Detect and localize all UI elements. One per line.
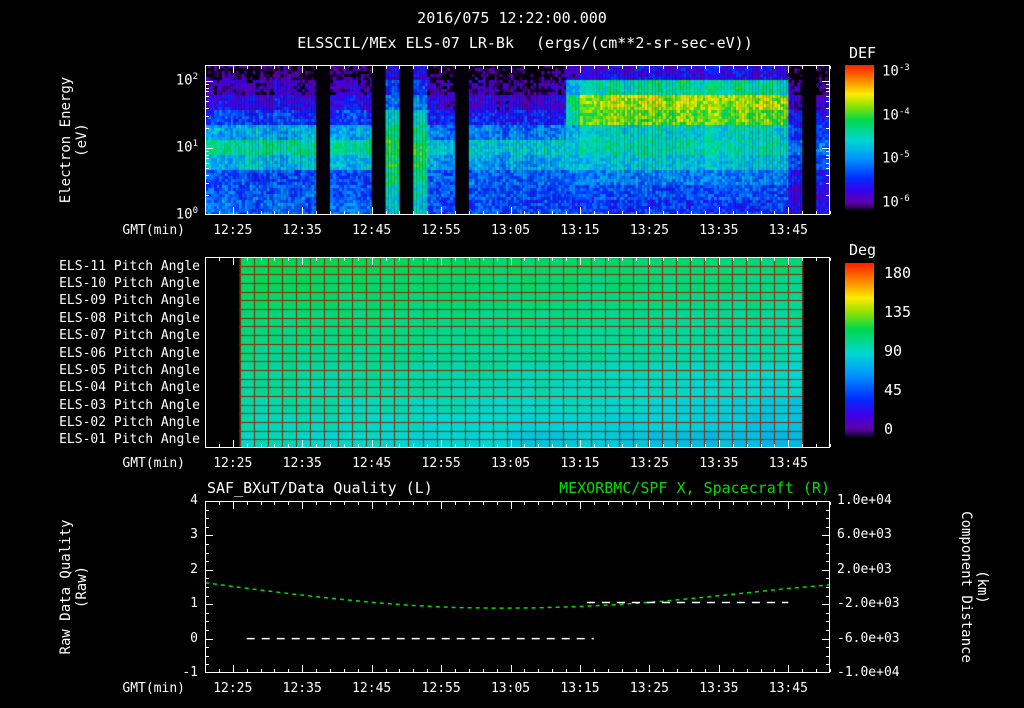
deg-colorbar-tick-label: 180	[884, 263, 912, 282]
quality-tick-label: 0	[190, 630, 198, 646]
time-tick-label: 12:25	[213, 223, 253, 238]
time-tick-label: 12:55	[421, 223, 461, 238]
quality-tick-label: 1	[190, 596, 198, 612]
flux-units-label: (ergs/(cm**2-sr-sec-eV))	[536, 34, 753, 52]
pitch-row-label: ELS-06 Pitch Angle	[59, 345, 200, 361]
distance-tick-label: 6.0e+03	[837, 527, 892, 543]
gmt-axis-label-pitch: GMT(min)	[122, 456, 185, 471]
quality-tick-label: 2	[190, 561, 198, 577]
deg-colorbar-tick-label: 135	[884, 302, 912, 321]
axis-label-line: Component Distance	[958, 511, 974, 663]
quality-tick-label: 3	[190, 527, 198, 543]
pitch-row-label: ELS-04 Pitch Angle	[59, 380, 200, 396]
energy-tick-label: 101	[175, 139, 198, 156]
axis-label-line: (eV)	[74, 123, 90, 157]
pitch-row-label: ELS-07 Pitch Angle	[59, 328, 200, 344]
distance-tick-label: -2.0e+03	[837, 596, 900, 612]
time-tick-label: 12:35	[282, 456, 322, 471]
time-tick-label: 13:25	[629, 223, 670, 238]
page-title: 2016/075 12:22:00.000	[417, 9, 607, 27]
quality-tick-label: 4	[190, 493, 198, 508]
time-tick-label: 13:45	[768, 223, 808, 238]
pitch-row-label: ELS-08 Pitch Angle	[59, 310, 200, 326]
deg-colorbar-tick-label: 45	[884, 381, 903, 400]
pitch-row-label: ELS-03 Pitch Angle	[59, 397, 200, 413]
def-colorbar-tick-label: 10-6	[882, 193, 910, 211]
pitch-row-label: ELS-02 Pitch Angle	[59, 414, 200, 430]
plot-subtitle: ELSSCIL/MEx ELS-07 LR-Bk (ergs/(cm**2-sr…	[205, 34, 845, 52]
time-tick-label: 13:05	[490, 456, 531, 471]
time-tick-label: 13:15	[560, 681, 600, 696]
time-tick-label: 12:55	[421, 456, 461, 471]
time-tick-label: 12:45	[352, 681, 392, 696]
time-tick-label: 13:45	[768, 456, 808, 471]
pitch-angle-heatmap	[205, 257, 830, 448]
def-colorbar-tick-label: 10-3	[882, 63, 910, 80]
raw-data-quality-axis-label: Raw Data Quality (Raw)	[57, 502, 91, 672]
energy-tick-label: 100	[175, 206, 198, 223]
time-tick-label: 13:05	[490, 681, 531, 696]
time-tick-label: 13:15	[560, 456, 600, 471]
electron-energy-axis-label: Electron Energy (eV)	[57, 55, 91, 225]
quality-distance-chart	[205, 581, 830, 640]
deg-colorbar-tick-label: 0	[884, 420, 894, 439]
left-series-title: SAF_BXuT/Data Quality (L)	[207, 479, 433, 497]
time-tick-label: 12:25	[213, 681, 253, 696]
time-tick-label: 12:25	[213, 456, 253, 471]
pitch-row-label: ELS-10 Pitch Angle	[59, 276, 200, 292]
time-tick-label: 12:55	[421, 681, 461, 696]
gmt-axis-label-line: GMT(min)	[122, 681, 185, 696]
time-tick-label: 13:45	[768, 681, 808, 696]
time-tick-label: 12:35	[282, 681, 322, 696]
distance-tick-label: 1.0e+04	[837, 493, 892, 508]
deg-colorbar-tick-label: 90	[884, 342, 903, 360]
time-tick-label: 13:15	[560, 223, 600, 238]
def-colorbar-title: DEF	[849, 44, 877, 62]
time-tick-label: 13:35	[699, 681, 739, 696]
pitch-row-label: ELS-11 Pitch Angle	[59, 258, 200, 274]
distance-tick-label: -1.0e+04	[837, 665, 900, 680]
deg-colorbar-title: Deg	[849, 241, 877, 259]
component-distance-axis-label: (km) Component Distance	[957, 502, 991, 672]
pitch-row-label: ELS-01 Pitch Angle	[59, 432, 200, 448]
def-colorbar-tick-label: 10-5	[882, 150, 910, 167]
pitch-row-label: ELS-09 Pitch Angle	[59, 293, 200, 309]
quality-tick-label: -1	[182, 665, 198, 680]
instrument-title: ELSSCIL/MEx ELS-07 LR-Bk	[297, 34, 514, 52]
electron-energy-spectrogram	[205, 65, 830, 215]
time-tick-label: 13:25	[629, 681, 670, 696]
gmt-axis-label-spectrogram: GMT(min)	[122, 223, 185, 238]
right-series-title: MEXORBMC/SPF X, Spacecraft (R)	[559, 479, 830, 497]
time-tick-label: 13:25	[629, 456, 670, 471]
time-tick-label: 13:35	[699, 223, 739, 238]
pitch-row-label: ELS-05 Pitch Angle	[59, 362, 200, 378]
axis-label-line: Electron Energy	[58, 76, 74, 204]
distance-tick-label: 2.0e+03	[837, 561, 892, 577]
time-tick-label: 12:35	[282, 223, 322, 238]
axis-label-line: (Raw)	[74, 565, 90, 609]
axis-label-line: Raw Data Quality	[58, 519, 74, 655]
time-tick-label: 13:35	[699, 456, 739, 471]
energy-tick-label: 102	[175, 72, 198, 89]
axis-label-line: (km)	[974, 570, 990, 604]
time-tick-label: 12:45	[352, 456, 392, 471]
time-tick-label: 13:05	[490, 223, 531, 238]
time-tick-label: 12:45	[352, 223, 392, 238]
def-colorbar-tick-label: 10-4	[882, 106, 910, 124]
distance-tick-label: -6.0e+03	[837, 630, 900, 646]
